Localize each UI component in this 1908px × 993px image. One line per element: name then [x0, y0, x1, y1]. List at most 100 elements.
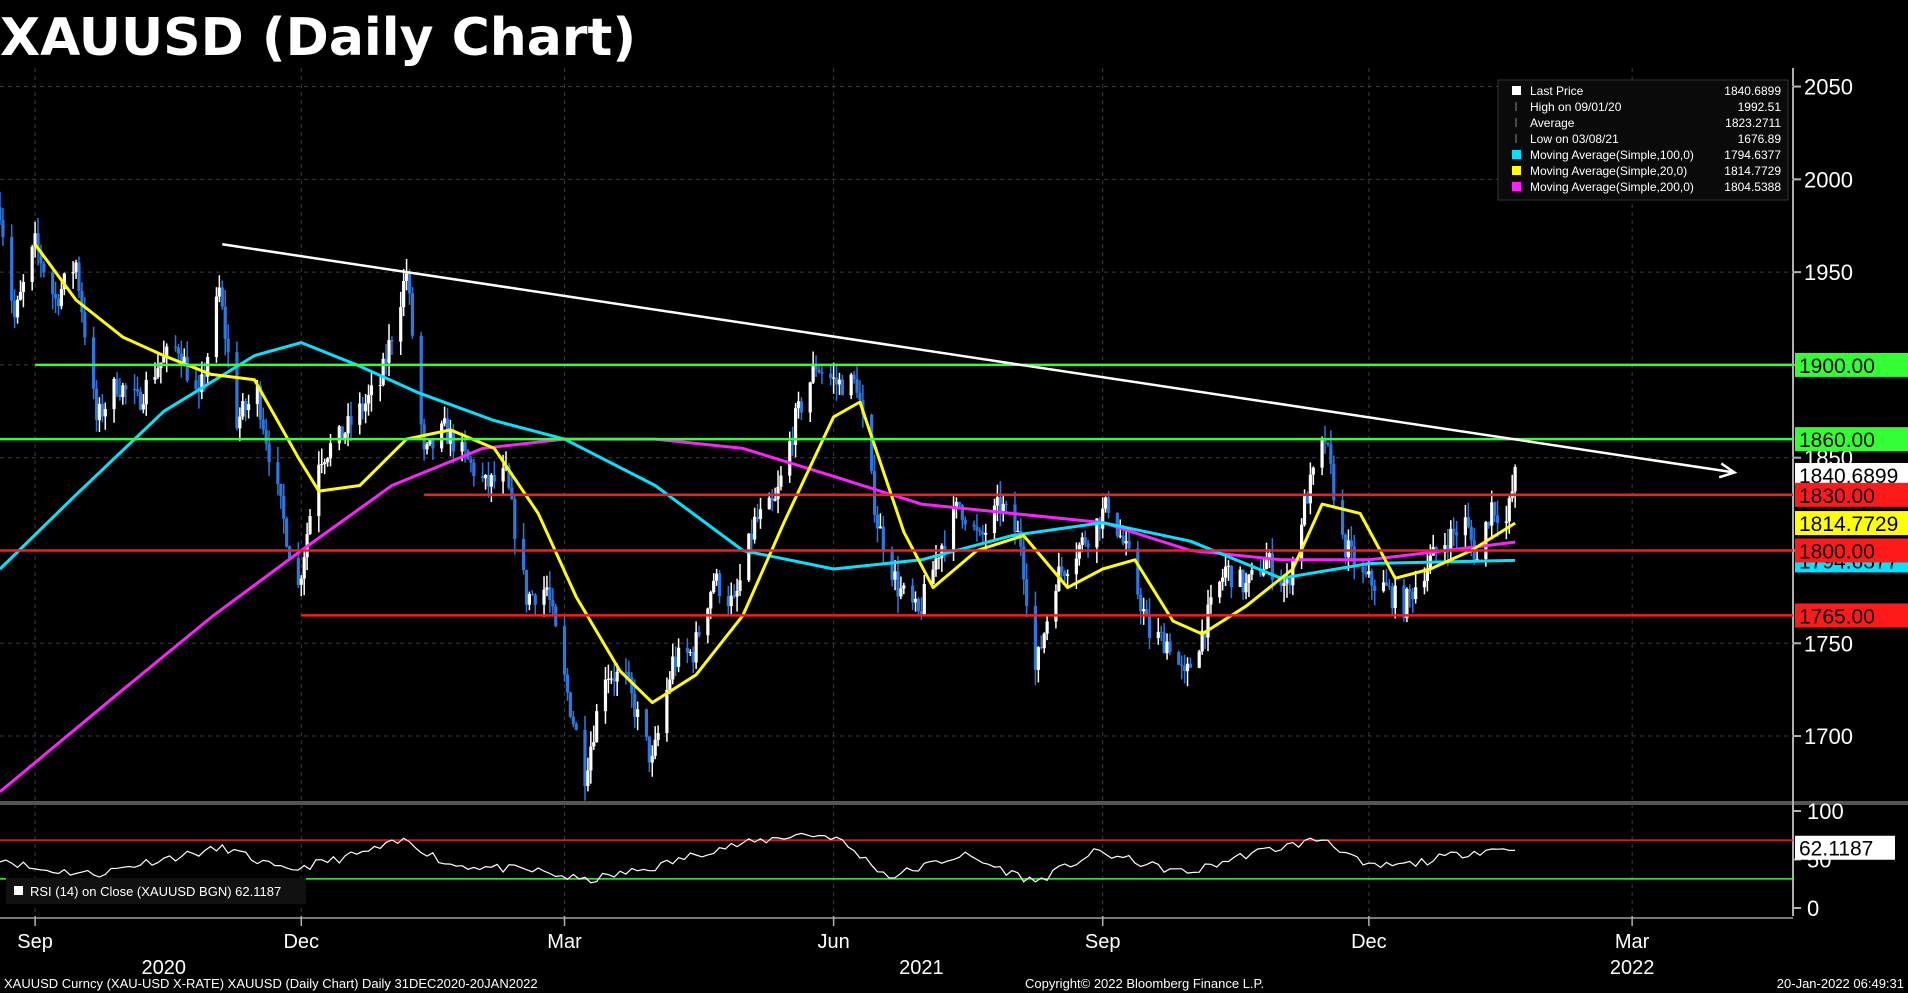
candle-body: [156, 368, 160, 378]
candle-body: [758, 509, 763, 520]
candle-body: [595, 711, 599, 743]
candle-body: [832, 377, 836, 379]
candle-body: [706, 608, 710, 636]
candle-body: [1226, 565, 1231, 567]
candle-body: [1080, 537, 1084, 545]
candle-body: [226, 338, 230, 353]
x-month-label: Sep: [1085, 931, 1121, 953]
level-label-1765.00: 1765.00: [1799, 605, 1875, 628]
candle-body: [975, 526, 979, 531]
candle-body: [264, 429, 268, 444]
candle-body: [135, 389, 140, 392]
candle-body: [1147, 614, 1152, 639]
candle-body: [1200, 630, 1204, 652]
y-tick-label: 2000: [1804, 167, 1853, 192]
candle-body: [1381, 582, 1386, 591]
candle-body: [30, 246, 34, 282]
candle-body: [1101, 508, 1105, 529]
candle-body: [118, 394, 122, 398]
candle-body: [308, 516, 312, 534]
rsi-last-label: 62.1187: [1799, 838, 1873, 861]
candle-body: [524, 570, 529, 605]
candle-body: [1013, 504, 1017, 533]
candle-body: [384, 358, 388, 363]
candle-body: [530, 594, 534, 596]
candle-body: [735, 591, 739, 597]
candle-body: [779, 475, 783, 487]
candle-body: [115, 378, 119, 395]
footer-description: XAUUSD Curncy (XAU-USD X-RATE) XAUUSD (D…: [4, 976, 538, 991]
candle-body: [1446, 545, 1450, 552]
candle-body: [717, 573, 722, 597]
candle-body: [267, 443, 271, 463]
legend-label: Average: [1530, 116, 1575, 130]
candle-body: [1185, 663, 1190, 672]
price-chart: 170017501800185019001950200020501840.689…: [0, 68, 1908, 978]
candle-body: [545, 587, 549, 590]
candle-body: [978, 530, 982, 532]
candle-body: [1229, 565, 1234, 587]
candle-body: [1393, 585, 1397, 609]
candle-body: [650, 755, 654, 763]
rsi-legend-swatch-icon: [14, 886, 23, 895]
candle-body: [483, 474, 488, 479]
candle-body: [1279, 579, 1283, 587]
candle-body: [571, 716, 575, 724]
candle-body: [726, 596, 730, 607]
candle-body: [428, 438, 432, 444]
candle-body: [1495, 515, 1500, 523]
candle-body: [568, 692, 572, 717]
candle-body: [694, 632, 698, 663]
candle-body: [656, 733, 660, 740]
candle-body: [1074, 558, 1078, 575]
candle-body: [185, 356, 189, 381]
candle-body: [71, 272, 75, 274]
candle-body: [1367, 571, 1371, 575]
rsi-line: [0, 832, 1516, 884]
x-year-label: 2022: [1610, 957, 1655, 978]
candle-body: [276, 462, 280, 485]
price-label-ma20-tag: [1795, 511, 1908, 536]
candle-body: [603, 679, 608, 712]
candle-body: [527, 594, 532, 605]
candle-body: [200, 374, 204, 393]
candle-body: [358, 403, 362, 425]
candle-body: [919, 611, 923, 615]
candle-body: [56, 298, 61, 307]
candle-body: [1513, 467, 1517, 492]
candle-body: [1414, 587, 1418, 600]
candle-body: [1346, 540, 1351, 558]
candle-body: [770, 497, 774, 501]
candle-body: [1288, 579, 1292, 586]
legend-label: High on 09/01/20: [1530, 100, 1622, 114]
candle-body: [747, 533, 751, 581]
candle-body: [753, 516, 757, 540]
candle-body: [124, 385, 128, 390]
candle-body: [1320, 438, 1324, 468]
candle-body: [1384, 582, 1389, 586]
candle-body: [285, 518, 289, 547]
candle-body: [1507, 498, 1511, 522]
candle-body: [144, 379, 148, 405]
candle-body: [1188, 663, 1193, 668]
trendline-arrow-icon: [1718, 462, 1738, 479]
candle-body: [878, 526, 883, 529]
legend: Last Price 1840.6899 High on 09/01/20 1992.…: [1497, 79, 1789, 201]
candle-body: [361, 403, 365, 412]
candle-body: [489, 474, 493, 487]
candle-body: [574, 723, 578, 730]
candle-body: [1039, 647, 1043, 649]
candle-body: [1127, 540, 1131, 549]
candle-body: [176, 347, 181, 354]
candle-body: [1203, 630, 1207, 638]
candle-body: [258, 386, 262, 420]
candle-body: [1238, 569, 1242, 587]
candle-body: [1308, 474, 1312, 504]
x-month-label: Mar: [1615, 931, 1650, 953]
candle-body: [507, 465, 511, 488]
candle-body: [173, 346, 178, 348]
candle-body: [460, 441, 464, 452]
candle-body: [589, 746, 593, 771]
level-label-1900.00: 1900.00: [1799, 355, 1875, 378]
candle-body: [404, 273, 409, 281]
